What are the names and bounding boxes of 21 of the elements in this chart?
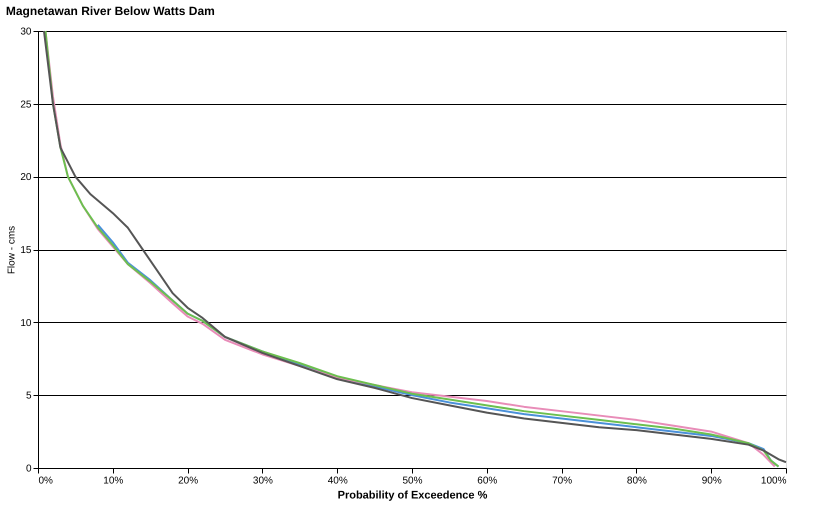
x-tick-label: 10%	[103, 476, 124, 486]
x-tick-label: 50%	[402, 476, 423, 486]
x-tick-label: 40%	[328, 476, 348, 486]
chart-title: Magnetawan River Below Watts Dam	[6, 4, 215, 18]
y-tick-label: 15	[20, 245, 32, 256]
x-tick-label: 70%	[552, 476, 572, 486]
x-tick-label: 90%	[702, 476, 722, 486]
x-tick-label: 100%	[760, 476, 787, 486]
x-tick-label: 20%	[178, 476, 198, 486]
x-axis-title: Probability of Exceedence %	[338, 490, 488, 502]
y-tick-label: 20	[20, 172, 32, 184]
y-tick-label: 0	[26, 464, 32, 474]
y-tick-label: 5	[26, 390, 32, 402]
y-tick-label: 25	[20, 99, 32, 110]
x-tick-label: 30%	[252, 476, 274, 486]
x-tick-label: 60%	[477, 476, 498, 486]
y-axis-title: Flow - cms	[6, 226, 18, 274]
x-tick-label: 0%	[38, 476, 54, 486]
x-tick-label: 80%	[626, 476, 648, 486]
y-tick-label: 30	[20, 26, 32, 38]
y-tick-label: 10	[20, 318, 32, 329]
